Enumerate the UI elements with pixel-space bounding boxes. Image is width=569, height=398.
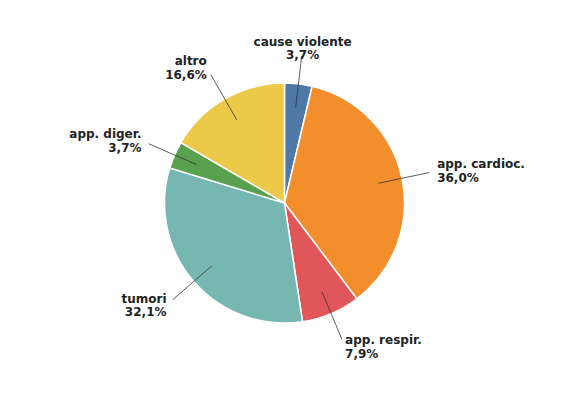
label-value: 3,7% — [108, 141, 141, 155]
pie: cause violente3,7%app. cardioc.36,0%app.… — [69, 35, 525, 361]
leader-line — [378, 173, 429, 184]
label-category: app. diger. — [69, 127, 141, 141]
data-labels: cause violente3,7%app. cardioc.36,0%app.… — [69, 35, 525, 361]
label-category: tumori — [121, 292, 166, 306]
chart-svg: cause violente3,7%app. cardioc.36,0%app.… — [0, 0, 569, 398]
label-value: 16,6% — [165, 68, 207, 82]
label-value: 3,7% — [286, 48, 319, 62]
leader-line — [296, 56, 302, 108]
label-category: app. cardioc. — [437, 157, 525, 171]
data-label: cause violente3,7% — [254, 35, 352, 63]
leader-line — [211, 75, 237, 120]
data-label: altro16,6% — [165, 54, 207, 82]
data-label: app. respir.7,9% — [345, 333, 422, 361]
data-label: tumori32,1% — [121, 292, 166, 320]
data-label: app. diger.3,7% — [69, 127, 141, 155]
label-value: 32,1% — [125, 305, 167, 319]
leader-line — [322, 291, 342, 339]
slice — [181, 83, 285, 203]
data-label: app. cardioc.36,0% — [437, 157, 525, 185]
label-value: 36,0% — [437, 171, 479, 185]
leader-line — [173, 266, 212, 300]
chart-container: cause violente3,7%app. cardioc.36,0%app.… — [0, 0, 569, 398]
leader-lines — [149, 56, 429, 339]
label-value: 7,9% — [345, 347, 378, 361]
label-category: app. respir. — [345, 333, 422, 347]
label-category: altro — [175, 54, 207, 68]
label-category: cause violente — [254, 35, 352, 49]
leader-line — [149, 144, 197, 165]
